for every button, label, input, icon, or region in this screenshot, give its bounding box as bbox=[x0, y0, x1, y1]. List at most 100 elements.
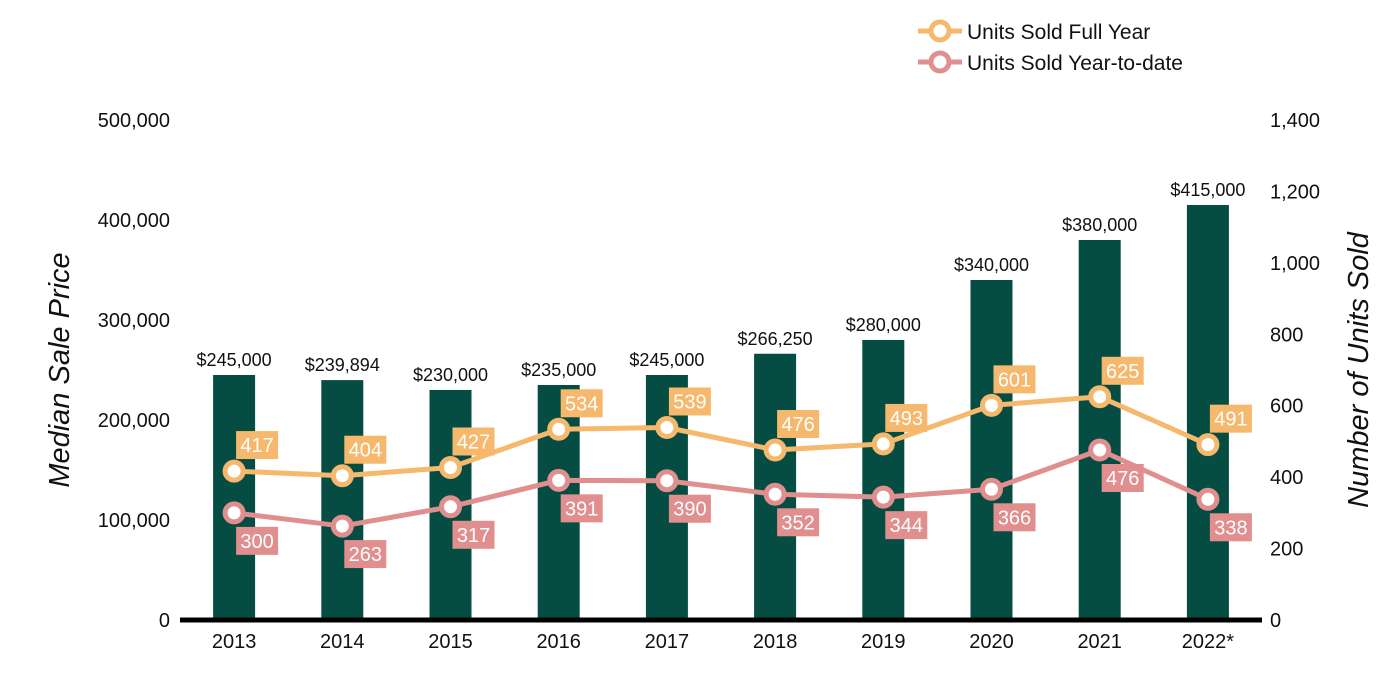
y-tick-label-right: 1,400 bbox=[1270, 110, 1320, 132]
bar-2019 bbox=[862, 340, 905, 620]
x-tick-label: 2013 bbox=[212, 631, 257, 653]
data-label: 352 bbox=[781, 512, 814, 534]
bar-value-label: $380,000 bbox=[1062, 215, 1137, 235]
legend-label: Units Sold Year-to-date bbox=[967, 52, 1183, 75]
data-label-box bbox=[993, 503, 1036, 532]
series-point bbox=[1088, 438, 1112, 462]
series-point bbox=[980, 393, 1003, 417]
data-label-box bbox=[668, 494, 711, 523]
data-label-box bbox=[993, 365, 1036, 394]
data-label: 493 bbox=[890, 408, 923, 430]
data-label-box bbox=[777, 410, 820, 438]
series-point bbox=[1196, 433, 1220, 457]
x-tick-label: 2021 bbox=[1077, 631, 1122, 653]
data-label-box bbox=[668, 387, 711, 416]
series-line-0 bbox=[233, 394, 1209, 479]
data-label: 300 bbox=[240, 531, 273, 553]
series-point bbox=[547, 417, 571, 441]
bar-2013 bbox=[213, 375, 256, 620]
y-tick-label-left: 300,000 bbox=[98, 310, 170, 332]
series-point bbox=[655, 416, 679, 439]
x-tick-label: 2014 bbox=[320, 631, 365, 653]
data-label: 404 bbox=[349, 440, 382, 462]
series-point bbox=[980, 477, 1003, 501]
series-point bbox=[330, 514, 354, 538]
y-tick-label-left: 200,000 bbox=[98, 410, 170, 432]
series-point bbox=[547, 468, 571, 492]
data-label-box bbox=[1101, 464, 1144, 492]
data-label: 390 bbox=[673, 499, 706, 521]
bar-2021 bbox=[1078, 240, 1121, 620]
y-tick-label-left: 400,000 bbox=[98, 210, 170, 232]
y-tick-label-right: 1,200 bbox=[1270, 181, 1320, 203]
bar-value-label: $280,000 bbox=[846, 315, 921, 335]
series-point bbox=[763, 438, 787, 462]
bar-value-label: $239,894 bbox=[305, 355, 380, 375]
data-label-box bbox=[452, 427, 495, 456]
labels-layer: 417 404 427 534 539 476 493 601 625 491 300 263 317 3… bbox=[236, 356, 1252, 569]
data-label-box bbox=[452, 520, 495, 549]
x-tick-label: 2018 bbox=[753, 631, 798, 653]
series-point bbox=[655, 469, 679, 493]
series-point bbox=[222, 501, 246, 525]
data-label: 391 bbox=[565, 498, 598, 520]
bar-value-label: $235,000 bbox=[521, 360, 596, 380]
data-label-box bbox=[777, 508, 820, 537]
series-point bbox=[439, 456, 462, 479]
data-label: 263 bbox=[349, 544, 382, 566]
y-tick-label-right: 400 bbox=[1270, 467, 1303, 489]
bar-value-label: $230,000 bbox=[413, 365, 488, 385]
x-tick-label: 2020 bbox=[969, 631, 1014, 653]
data-label: 601 bbox=[998, 369, 1031, 391]
data-label: 476 bbox=[781, 414, 814, 436]
y-tick-label-right: 600 bbox=[1270, 396, 1303, 418]
data-label-box bbox=[1209, 404, 1252, 433]
axes-layer: 2013 2014 2015 2016 2017 2018 2019 2020 2021 2022… bbox=[98, 110, 1320, 653]
data-label: 539 bbox=[673, 392, 706, 414]
legend-marker bbox=[928, 19, 952, 43]
data-label: 317 bbox=[457, 525, 490, 547]
series-point bbox=[1196, 487, 1220, 511]
series-point bbox=[1088, 385, 1112, 409]
data-label-box bbox=[560, 389, 603, 418]
y-tick-label-left: 100,000 bbox=[98, 510, 170, 532]
data-label-box bbox=[344, 540, 387, 569]
y-tick-label-left: 0 bbox=[159, 610, 170, 632]
bar-value-label: $245,000 bbox=[629, 350, 704, 370]
y-axis-title-left: Median Sale Price bbox=[44, 252, 76, 487]
x-tick-label: 2016 bbox=[536, 631, 581, 653]
data-label-box bbox=[1209, 513, 1252, 542]
data-label-box bbox=[344, 435, 387, 464]
series-point bbox=[330, 464, 354, 488]
data-label: 338 bbox=[1214, 517, 1247, 539]
data-label: 534 bbox=[565, 393, 598, 415]
series-point bbox=[222, 459, 246, 483]
series-line-1 bbox=[233, 447, 1209, 529]
bar-2020 bbox=[970, 280, 1013, 620]
data-label: 491 bbox=[1214, 409, 1247, 431]
bar-value-label: $266,250 bbox=[738, 329, 813, 349]
y-axis-title-right: Number of Units Sold bbox=[1343, 231, 1375, 507]
y-tick-label-right: 0 bbox=[1270, 610, 1281, 632]
data-label: 366 bbox=[998, 507, 1031, 529]
x-tick-label: 2015 bbox=[428, 631, 473, 653]
data-label: 625 bbox=[1106, 361, 1139, 383]
y-tick-label-left: 500,000 bbox=[98, 110, 170, 132]
data-label-box bbox=[1101, 356, 1144, 385]
y-tick-label-right: 800 bbox=[1270, 324, 1303, 346]
x-tick-label: 2022* bbox=[1182, 631, 1234, 653]
series-point bbox=[439, 495, 462, 519]
bars-layer: $245,000 $239,894 $230,000 $235,000 $245,000… bbox=[197, 180, 1245, 620]
series-point bbox=[871, 485, 895, 509]
bar-value-label: $245,000 bbox=[197, 350, 272, 370]
series-point bbox=[763, 482, 787, 506]
bar-value-label: $340,000 bbox=[954, 255, 1029, 275]
bar-2014 bbox=[321, 380, 364, 620]
data-label-box bbox=[560, 494, 603, 523]
data-label: 344 bbox=[890, 515, 923, 537]
data-label: 476 bbox=[1106, 468, 1139, 490]
x-tick-label: 2019 bbox=[861, 631, 906, 653]
y-tick-label-right: 200 bbox=[1270, 539, 1303, 561]
lines-layer bbox=[222, 385, 1220, 538]
